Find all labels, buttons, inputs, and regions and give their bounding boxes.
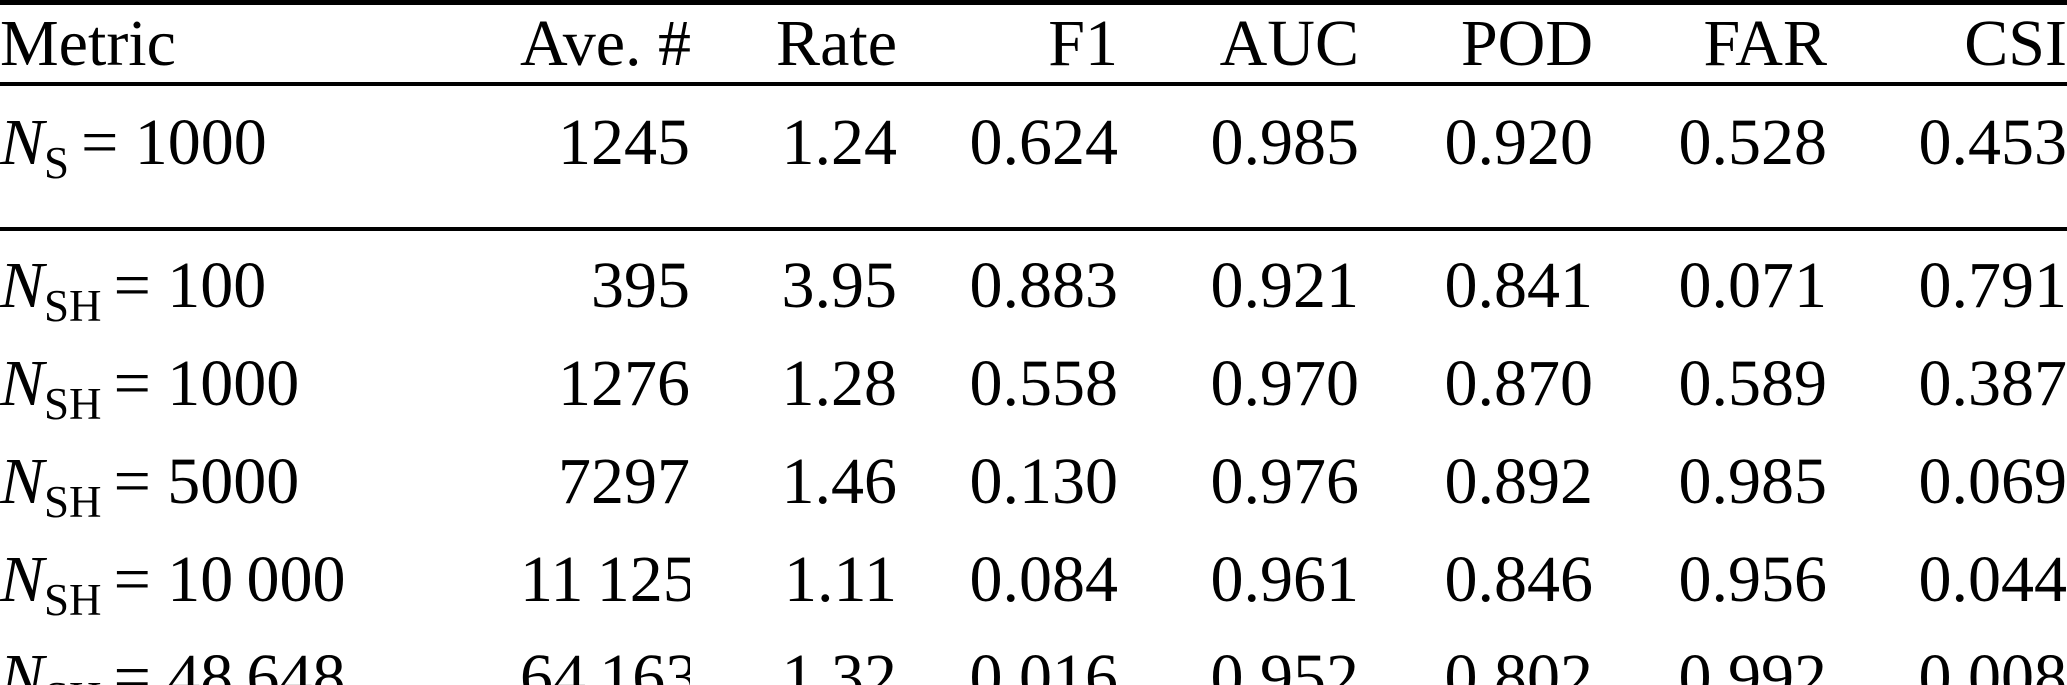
cell-rate: 1.32 [781,641,898,685]
cell-far: 0.589 [1678,347,1828,420]
header-cell-auc: AUC [1219,7,1359,80]
cell-f1: 0.016 [969,641,1119,685]
metric-label: NSH = 48 648 [0,639,520,685]
metric-subscript: S [44,138,70,188]
cell-csi: 0.387 [1918,347,2067,420]
metric-var: N [0,641,45,685]
metric-label: NSH = 1000 [0,345,520,443]
header-cell-rate: Rate [776,7,897,80]
cell-rate: 1.24 [781,106,898,179]
metric-equation: = 5000 [113,445,300,518]
cell-auc: 0.976 [1210,445,1360,518]
cell-rate: 1.28 [781,347,898,420]
cell-far: 0.528 [1678,106,1828,179]
cell-f1: 0.624 [969,106,1119,179]
cell-csi: 0.008 [1918,641,2067,685]
cell-pod: 0.846 [1444,543,1594,616]
metric-equation: = 1000 [81,106,267,179]
cell-pod: 0.841 [1444,249,1594,322]
cell-auc: 0.985 [1210,106,1360,179]
metric-label: NSH = 10 000 [0,541,520,639]
metric-equation: = 48 648 [113,641,346,685]
metric-label: NSH = 100 [0,229,520,345]
header-cell-metric: Metric [0,7,176,80]
cell-ave: 11 125 [520,543,690,616]
cell-ave: 64 163 [520,641,690,685]
header-cell-far: FAR [1703,7,1828,80]
cell-far: 0.071 [1678,249,1828,322]
cell-rate: 3.95 [781,249,898,322]
header-row: Metric Ave. # Rate F1 AUC POD FAR CSI [0,3,2067,84]
table-row-nsh-48648: NSH = 48 648 64 163 1.32 0.016 0.952 0.80… [0,639,2067,685]
header-cell-pod: POD [1460,7,1593,80]
cell-csi: 0.791 [1918,249,2067,322]
header-cell-ave: Ave. # [520,7,690,80]
cell-far: 0.985 [1678,445,1828,518]
cell-rate: 1.11 [783,543,897,616]
table-row-nsh-10000: NSH = 10 000 11 125 1.11 0.084 0.961 0.84… [0,541,2067,639]
cell-rate: 1.46 [781,445,898,518]
cell-ave: 7297 [558,445,690,518]
metric-subscript: SH [44,281,102,331]
table-row-nsh-100: NSH = 100 395 3.95 0.883 0.921 0.841 0.07… [0,229,2067,345]
metric-subscript: SH [44,477,102,527]
cell-auc: 0.961 [1210,543,1360,616]
cell-csi: 0.453 [1918,106,2067,179]
cell-csi: 0.044 [1918,543,2067,616]
cell-far: 0.992 [1678,641,1828,685]
metric-subscript: SH [44,379,102,429]
metric-equation: = 1000 [113,347,300,420]
table-row-ns-1000: NS = 1000 1245 1.24 0.624 0.985 0.920 0.5… [0,84,2067,229]
cell-f1: 0.130 [969,445,1119,518]
metric-subscript: SH [44,673,102,685]
cell-auc: 0.952 [1210,641,1360,685]
metric-var: N [0,106,45,179]
cell-f1: 0.558 [969,347,1119,420]
cell-auc: 0.970 [1210,347,1360,420]
table-header: Metric Ave. # Rate F1 AUC POD FAR CSI [0,3,2067,84]
cell-pod: 0.802 [1444,641,1594,685]
cell-pod: 0.870 [1444,347,1594,420]
header-cell-csi: CSI [1964,7,2067,80]
cell-auc: 0.921 [1210,249,1360,322]
cell-ave: 395 [591,249,690,322]
metric-subscript: SH [44,575,102,625]
metric-equation: = 10 000 [113,543,346,616]
header-cell-f1: F1 [1048,7,1118,80]
metric-var: N [0,543,45,616]
cell-pod: 0.920 [1444,106,1594,179]
metric-var: N [0,445,45,518]
metric-label: NS = 1000 [0,84,520,229]
table-body: NS = 1000 1245 1.24 0.624 0.985 0.920 0.5… [0,84,2067,685]
cell-ave: 1276 [558,347,690,420]
cell-f1: 0.883 [969,249,1119,322]
cell-f1: 0.084 [969,543,1119,616]
metric-var: N [0,347,45,420]
cell-csi: 0.069 [1918,445,2067,518]
metric-label: NSH = 5000 [0,443,520,541]
table-row-nsh-5000: NSH = 5000 7297 1.46 0.130 0.976 0.892 0.… [0,443,2067,541]
cell-pod: 0.892 [1444,445,1594,518]
metric-var: N [0,249,45,322]
cell-far: 0.956 [1678,543,1828,616]
cell-ave: 1245 [558,106,690,179]
table-row-nsh-1000: NSH = 1000 1276 1.28 0.558 0.970 0.870 0.… [0,345,2067,443]
metric-equation: = 100 [113,249,267,322]
